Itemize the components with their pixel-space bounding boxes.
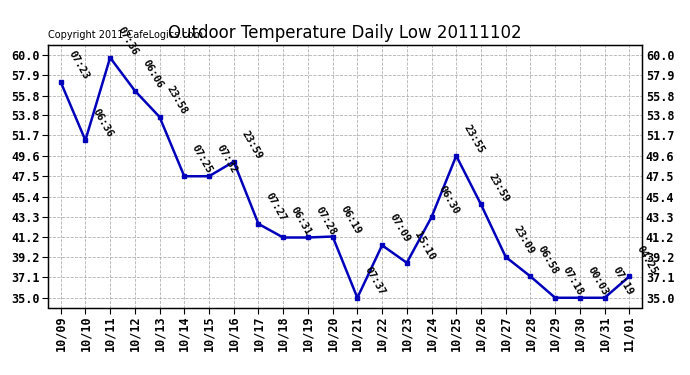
Text: 07:28: 07:28	[313, 205, 337, 237]
Text: 06:06: 06:06	[140, 58, 165, 90]
Text: 00:03: 00:03	[585, 265, 610, 297]
Text: 23:58: 23:58	[165, 84, 189, 116]
Text: 07:36: 07:36	[116, 25, 140, 57]
Text: 15:10: 15:10	[413, 230, 437, 262]
Text: 07:27: 07:27	[264, 191, 288, 223]
Text: 06:31: 06:31	[288, 205, 313, 237]
Text: 07:23: 07:23	[66, 49, 90, 81]
Text: 23:55: 23:55	[462, 123, 486, 155]
Text: 06:30: 06:30	[437, 184, 462, 216]
Text: 23:59: 23:59	[486, 172, 511, 204]
Title: Outdoor Temperature Daily Low 20111102: Outdoor Temperature Daily Low 20111102	[168, 24, 522, 42]
Text: 07:25: 07:25	[190, 143, 214, 176]
Text: 23:59: 23:59	[239, 129, 264, 161]
Text: Copyright 2011 CafeLogics.com: Copyright 2011 CafeLogics.com	[48, 30, 204, 40]
Text: 23:09: 23:09	[511, 224, 535, 256]
Text: 06:58: 06:58	[536, 243, 560, 276]
Text: 07:37: 07:37	[363, 265, 387, 297]
Text: 07:09: 07:09	[388, 212, 412, 244]
Text: 07:18: 07:18	[561, 265, 585, 297]
Text: 07:32: 07:32	[215, 143, 239, 176]
Text: 07:19: 07:19	[610, 265, 634, 297]
Text: 06:19: 06:19	[338, 204, 362, 236]
Text: 06:36: 06:36	[91, 107, 115, 140]
Text: 04:25: 04:25	[635, 243, 659, 276]
